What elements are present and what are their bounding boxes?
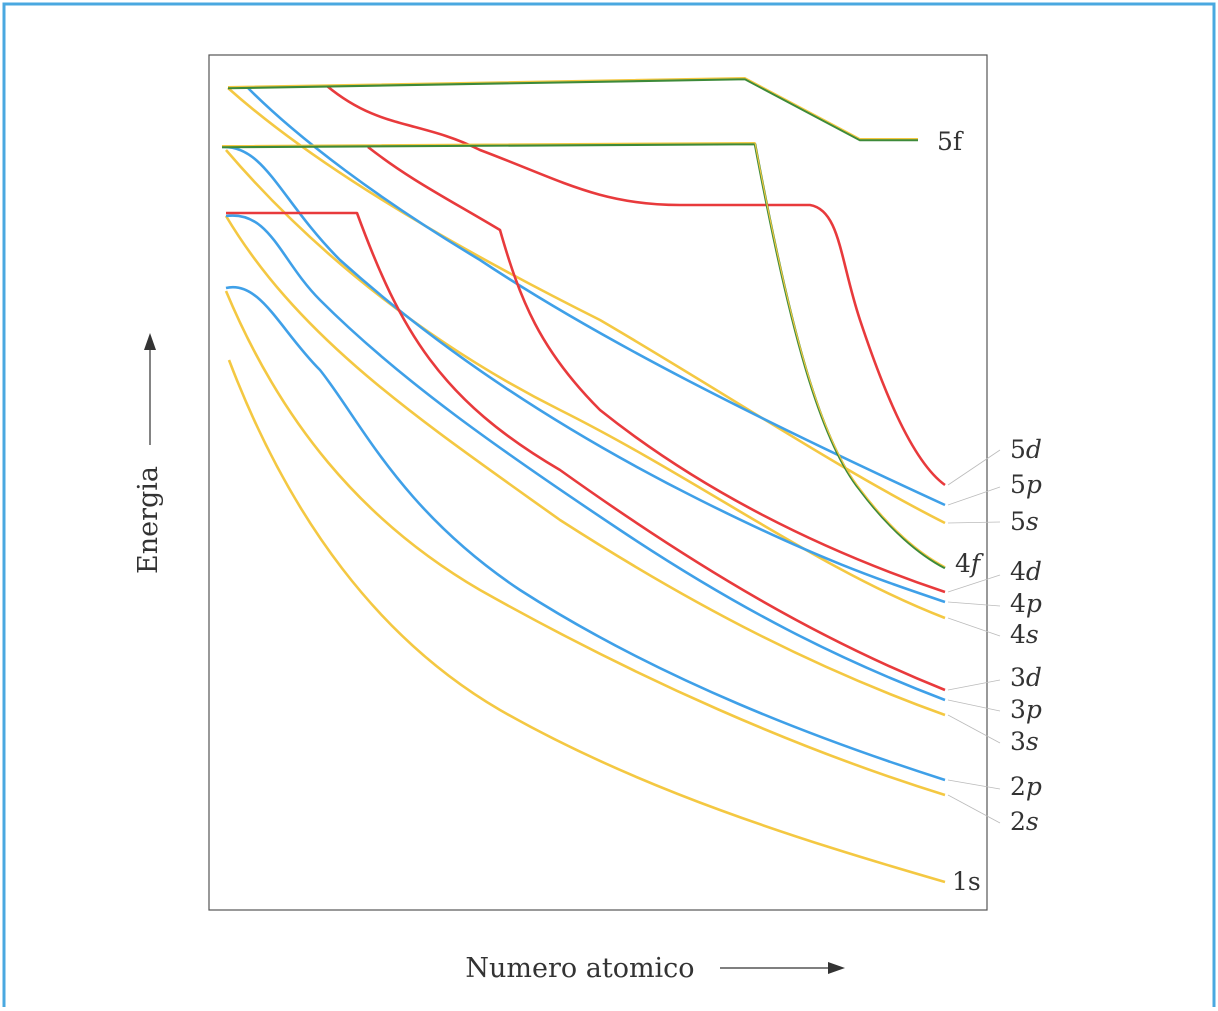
leader-line-2p xyxy=(947,779,1001,790)
leader-line-3d xyxy=(947,679,1001,691)
curve-2p xyxy=(225,285,946,782)
curve-5s xyxy=(227,87,946,525)
curve-1s xyxy=(227,359,946,884)
curve-3s xyxy=(224,215,946,717)
label-4s: 4s xyxy=(1010,620,1039,649)
curve-4d xyxy=(367,145,946,594)
curve-5d xyxy=(326,84,946,487)
leader-line-4p xyxy=(947,601,1001,607)
label-5p: 5p xyxy=(1010,470,1042,499)
curve-2s xyxy=(224,290,946,797)
curve-5f-highlight xyxy=(227,77,918,140)
curves-group xyxy=(221,77,946,884)
label-5f: 5f xyxy=(937,127,964,156)
curve-3p xyxy=(225,214,946,702)
curve-4s xyxy=(225,149,946,620)
leader-line-3s xyxy=(947,714,1001,744)
x-axis-label: Numero atomico xyxy=(465,953,694,984)
label-3p: 3p xyxy=(1010,695,1042,724)
y-axis-label: Energia xyxy=(133,466,164,574)
leader-line-5s xyxy=(947,521,1001,524)
curve-4f-highlight xyxy=(221,142,946,568)
leader-line-2s xyxy=(947,794,1001,824)
label-1s: 1s xyxy=(952,867,981,896)
x-axis-title-group: Numero atomico xyxy=(465,953,845,984)
label-5s: 5s xyxy=(1010,507,1039,536)
label-4f: 4f xyxy=(955,549,984,578)
label-3d: 3d xyxy=(1010,663,1042,692)
curve-3d xyxy=(226,211,946,692)
label-5d: 5d xyxy=(1010,435,1042,464)
label-4p: 4p xyxy=(1010,589,1042,618)
label-2p: 2p xyxy=(1010,772,1042,801)
leader-lines-group xyxy=(947,449,1001,824)
leader-line-4s xyxy=(947,617,1001,637)
label-4d: 4d xyxy=(1010,557,1042,586)
y-axis-title-group: Energia xyxy=(133,333,164,574)
leader-line-5d xyxy=(947,449,1001,486)
x-axis-arrowhead xyxy=(828,962,845,974)
leader-line-5p xyxy=(947,486,1001,506)
leader-line-3p xyxy=(947,699,1001,712)
curve-5f xyxy=(227,77,918,142)
plot-box xyxy=(208,54,988,911)
leader-line-4d xyxy=(947,574,1001,593)
label-3s: 3s xyxy=(1010,727,1039,756)
curve-4p xyxy=(221,145,946,604)
y-axis-arrowhead xyxy=(144,333,156,350)
label-2s: 2s xyxy=(1010,807,1039,836)
